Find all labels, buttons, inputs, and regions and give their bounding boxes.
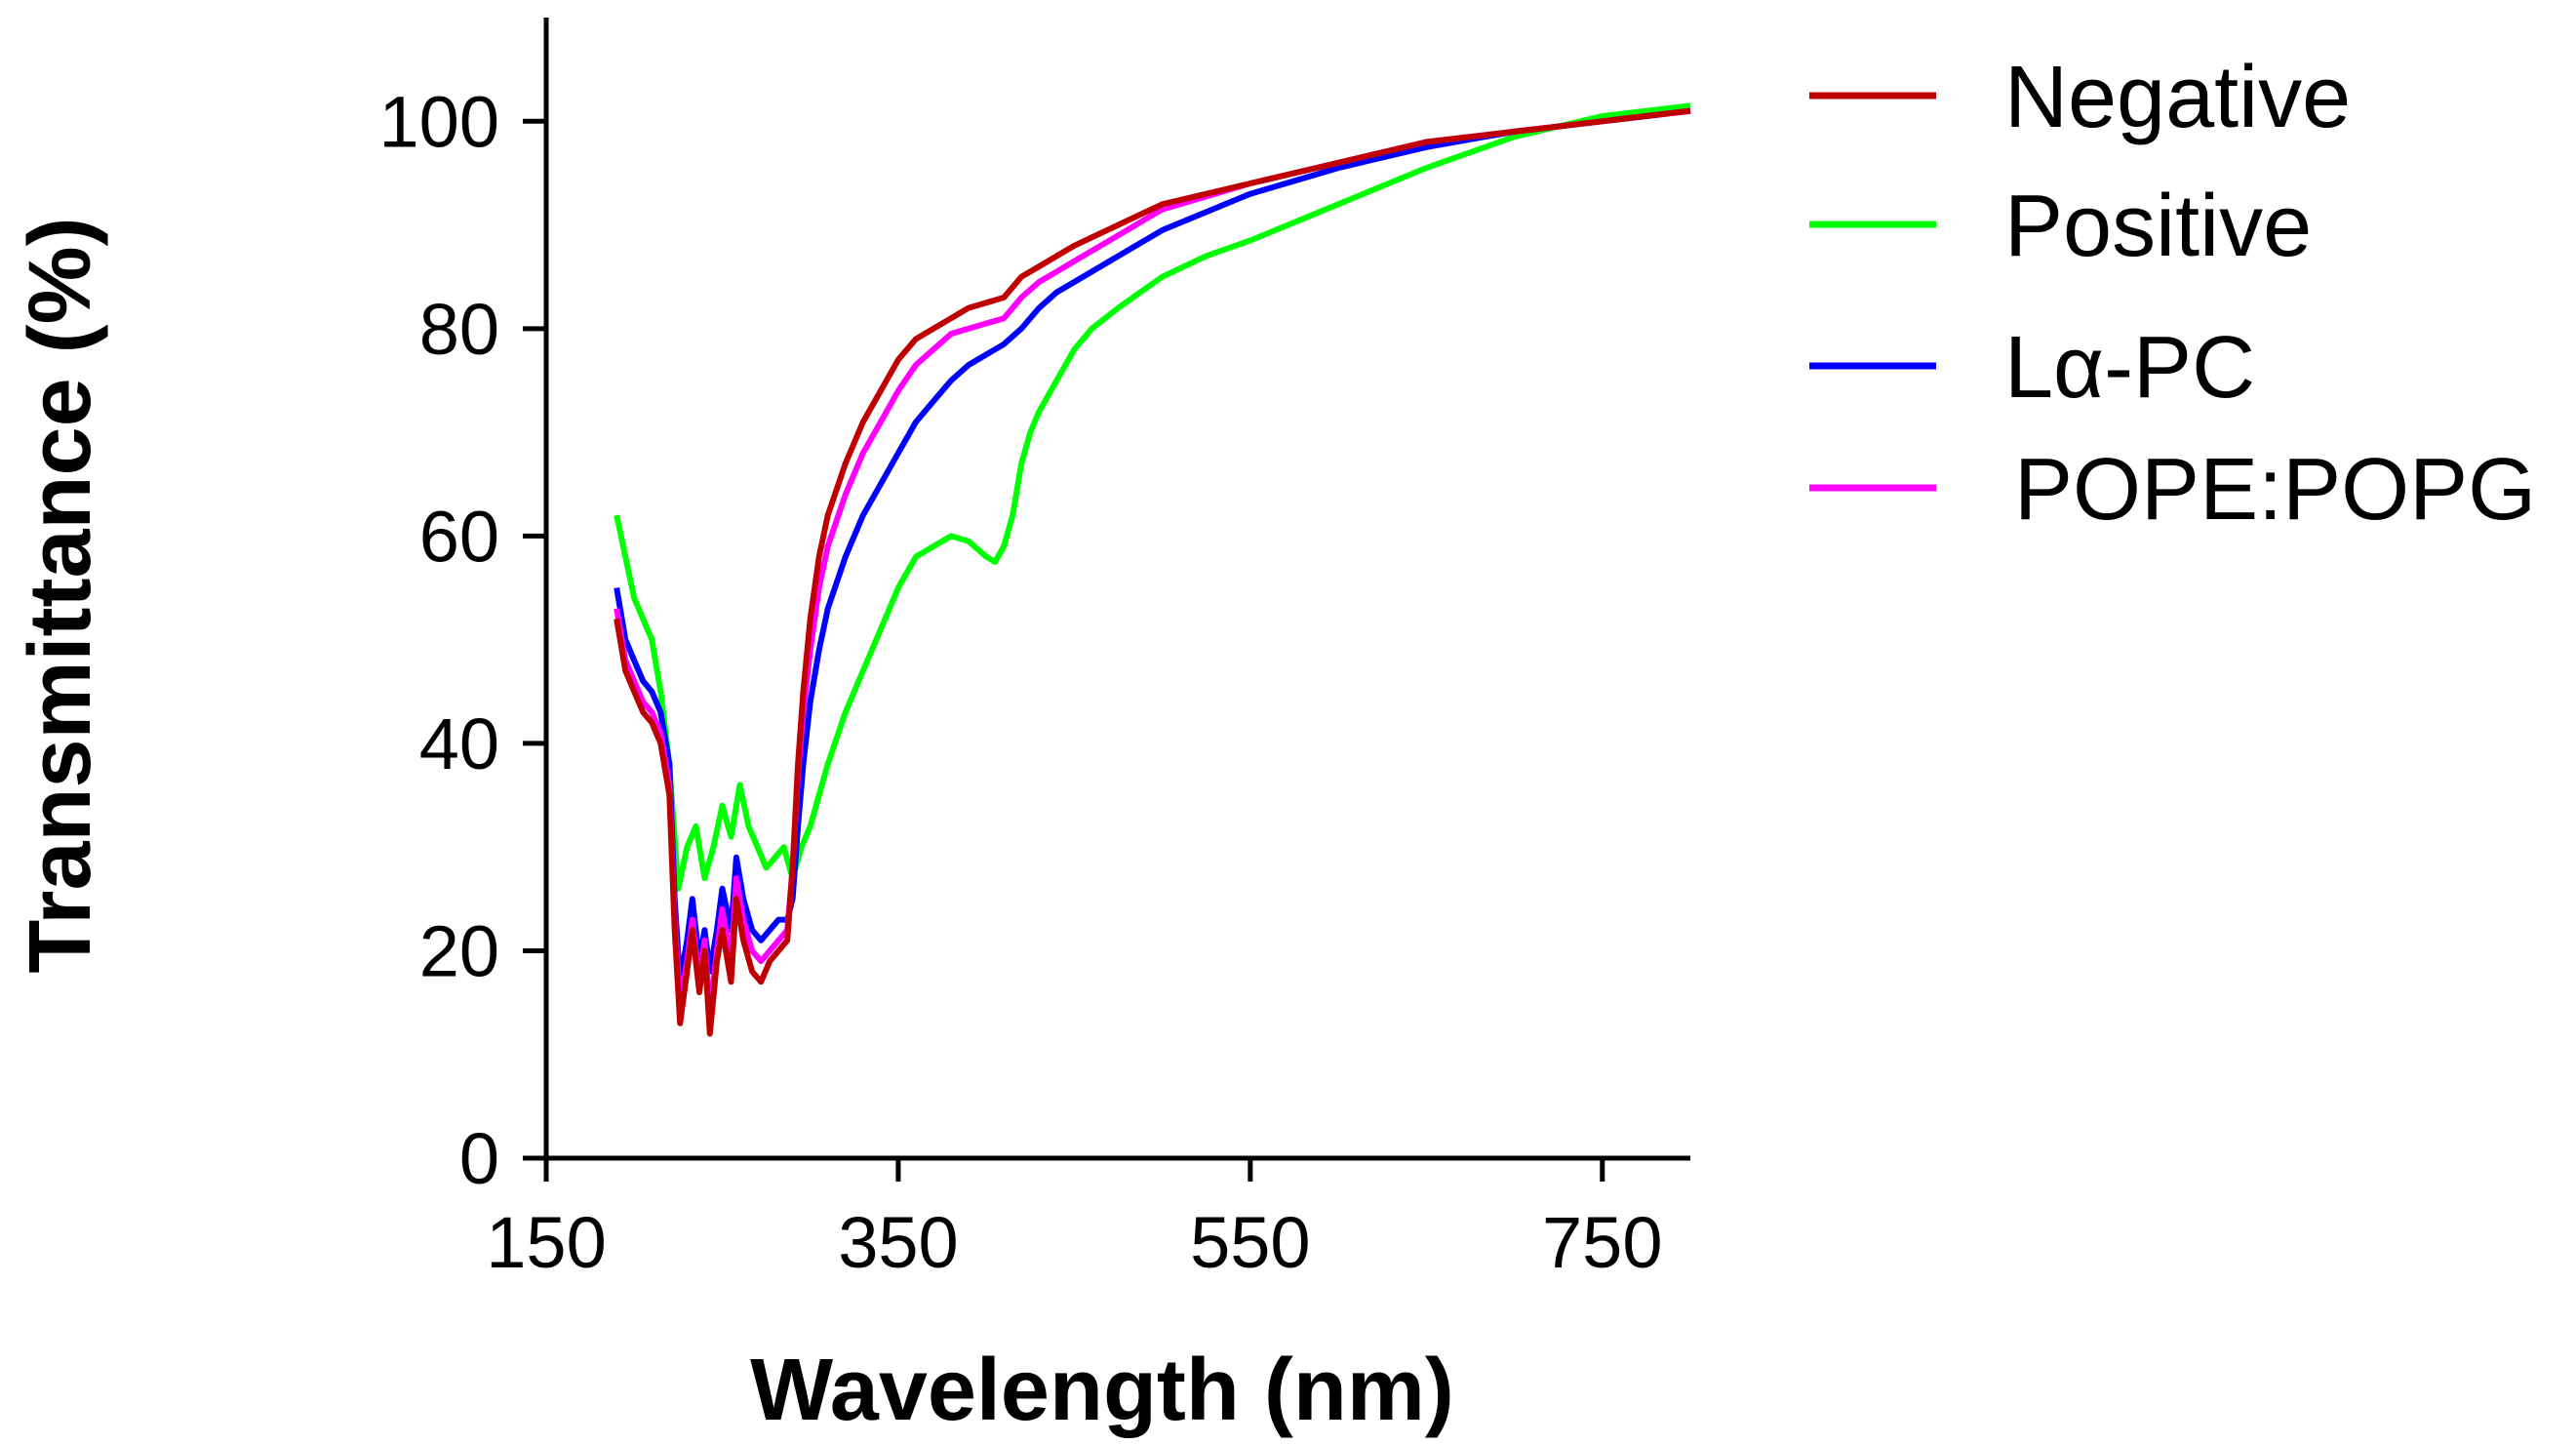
legend: Negative Positive Lα-PC POPE:POPG bbox=[1809, 49, 2536, 539]
legend-label-l-pc: Lα-PC bbox=[2004, 319, 2255, 417]
series-line-positive bbox=[614, 102, 1691, 892]
y-tick-label: 80 bbox=[419, 289, 499, 370]
y-axis-ticks: 0 20 40 60 80 100 bbox=[379, 81, 546, 1199]
y-tick-label: 20 bbox=[419, 910, 499, 991]
x-tick-label: 150 bbox=[486, 1202, 606, 1283]
y-tick-label: 60 bbox=[419, 496, 499, 577]
y-tick-label: 40 bbox=[419, 703, 499, 784]
x-tick-label: 550 bbox=[1190, 1202, 1310, 1283]
x-axis-ticks: 150 350 550 750 bbox=[486, 1158, 1663, 1283]
x-tick-label: 750 bbox=[1542, 1202, 1662, 1283]
series-line-l-pc bbox=[614, 107, 1691, 985]
x-axis-title: Wavelength (nm) bbox=[750, 1342, 1454, 1439]
series-line-pope-popg bbox=[614, 107, 1691, 1017]
series-line-negative bbox=[614, 107, 1691, 1037]
y-axis-title: Transmittance (%) bbox=[12, 217, 109, 973]
legend-label-negative: Negative bbox=[2004, 49, 2351, 146]
y-tick-label: 0 bbox=[459, 1118, 499, 1199]
series-layer bbox=[614, 102, 1691, 1037]
legend-label-positive: Positive bbox=[2004, 178, 2312, 275]
y-tick-label: 100 bbox=[379, 81, 499, 162]
x-tick-label: 350 bbox=[838, 1202, 958, 1283]
legend-label-pope-popg: POPE:POPG bbox=[2014, 441, 2536, 539]
